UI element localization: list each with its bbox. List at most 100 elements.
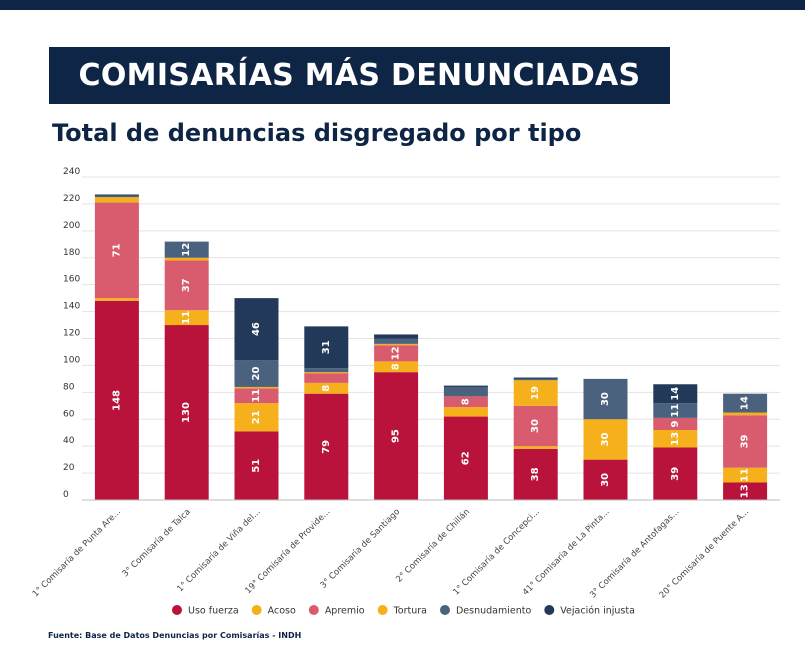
data-label: 30 [600,392,611,406]
bar-segment [653,417,698,431]
bar-segment [653,384,698,404]
data-label: 20 [251,366,262,380]
data-label: 8 [321,385,332,392]
data-label: 9 [670,420,681,427]
bar-segment [723,467,768,483]
bar-segment [723,412,768,416]
data-label: 13 [740,484,751,498]
bar-segment [583,459,628,500]
bar-segment [374,345,419,362]
bar-segment [513,405,558,447]
chart-subtitle: Total de denuncias disgregado por tipo [52,119,582,147]
legend-marker [439,605,450,615]
data-label: 46 [251,322,262,336]
bar-segment [94,298,139,301]
bar-segment [234,386,279,389]
legend-label: Vejación injusta [560,606,635,617]
bar-segment [443,385,488,387]
top-accent-bar [0,0,805,10]
data-label: 8 [460,398,471,405]
bar-segment [583,378,628,420]
bar-segment [374,361,419,373]
data-label: 79 [321,440,332,454]
y-tick-label: 180 [63,248,80,258]
data-label: 51 [251,459,262,473]
bar-segment [374,343,419,346]
bar-segment [513,380,558,406]
bar-segment [374,334,419,339]
data-label: 11 [740,468,751,482]
bar-segment [513,378,558,381]
y-tick-label: 220 [63,194,80,204]
bar-segment [304,326,349,369]
bar-segment [94,202,139,299]
data-label: 11 [181,311,192,325]
data-label: 39 [670,467,681,481]
data-label: 30 [600,473,611,487]
bar-segment [94,300,139,500]
data-label: 148 [111,390,122,411]
legend-label: Tortura [393,606,427,617]
bar-segment [94,195,139,198]
legend-marker [377,605,388,615]
title-banner: COMISARÍAS MÁS DENUNCIADAS [49,47,670,104]
bar-segment [304,372,349,374]
legend-marker [308,605,319,615]
bar-segment [234,388,279,404]
y-tick-label: 0 [63,490,69,500]
x-tick-label: 3° Comisaría de Talca [121,507,193,579]
data-label: 14 [670,387,681,401]
bar-segment [443,416,488,500]
y-tick-label: 40 [63,436,75,446]
bar-segment [234,298,279,361]
bar-segment [653,447,698,500]
data-label: 12 [181,243,192,257]
legend-label: Desnudamiento [456,606,531,617]
bar-segment [304,393,349,500]
bar-segment [164,257,209,261]
data-label: 71 [111,243,122,257]
bar-segment [723,393,768,413]
y-tick-label: 120 [63,329,80,339]
bar-segment [164,241,209,258]
bar-segment [234,431,279,500]
data-label: 95 [391,429,402,443]
data-label: 31 [321,340,332,354]
data-label: 30 [530,419,541,433]
bar-segment [374,372,419,500]
legend-label: Apremio [325,606,365,617]
data-label: 21 [251,410,262,424]
bar-segment [723,415,768,468]
data-label: 13 [670,432,681,446]
data-label: 14 [740,396,751,410]
bar-segment [443,396,488,408]
legend-label: Acoso [268,606,296,617]
data-label: 11 [251,389,262,403]
data-label: 19 [530,386,541,400]
data-label: 130 [181,402,192,423]
bar-segment [234,403,279,432]
y-tick-label: 140 [63,302,80,312]
x-tick-label: 1° Comisaría de Viña del... [175,507,262,594]
source-note: Fuente: Base de Datos Denuncias por Comi… [48,631,302,640]
data-label: 38 [530,467,541,481]
bar-segment [164,310,209,326]
bar-segment [304,373,349,383]
y-tick-label: 60 [63,409,75,419]
stacked-bar-chart: 020406080100120140160180200220240148711°… [31,167,780,617]
bar-segment [164,260,209,311]
bar-segment [513,377,558,379]
y-tick-label: 240 [63,167,80,177]
x-tick-label: 3° Comisaría de Santiago [319,507,403,591]
bar-segment [164,325,209,500]
bar-segment [653,403,698,418]
bar-segment [653,430,698,448]
legend-marker [251,605,262,615]
legend-label: Uso fuerza [188,606,239,617]
y-tick-label: 80 [63,382,75,392]
legend-marker [172,605,182,615]
bar-segment [234,360,279,387]
bar-segment [723,482,768,500]
y-tick-label: 100 [63,355,80,365]
bar-segment [304,382,349,394]
